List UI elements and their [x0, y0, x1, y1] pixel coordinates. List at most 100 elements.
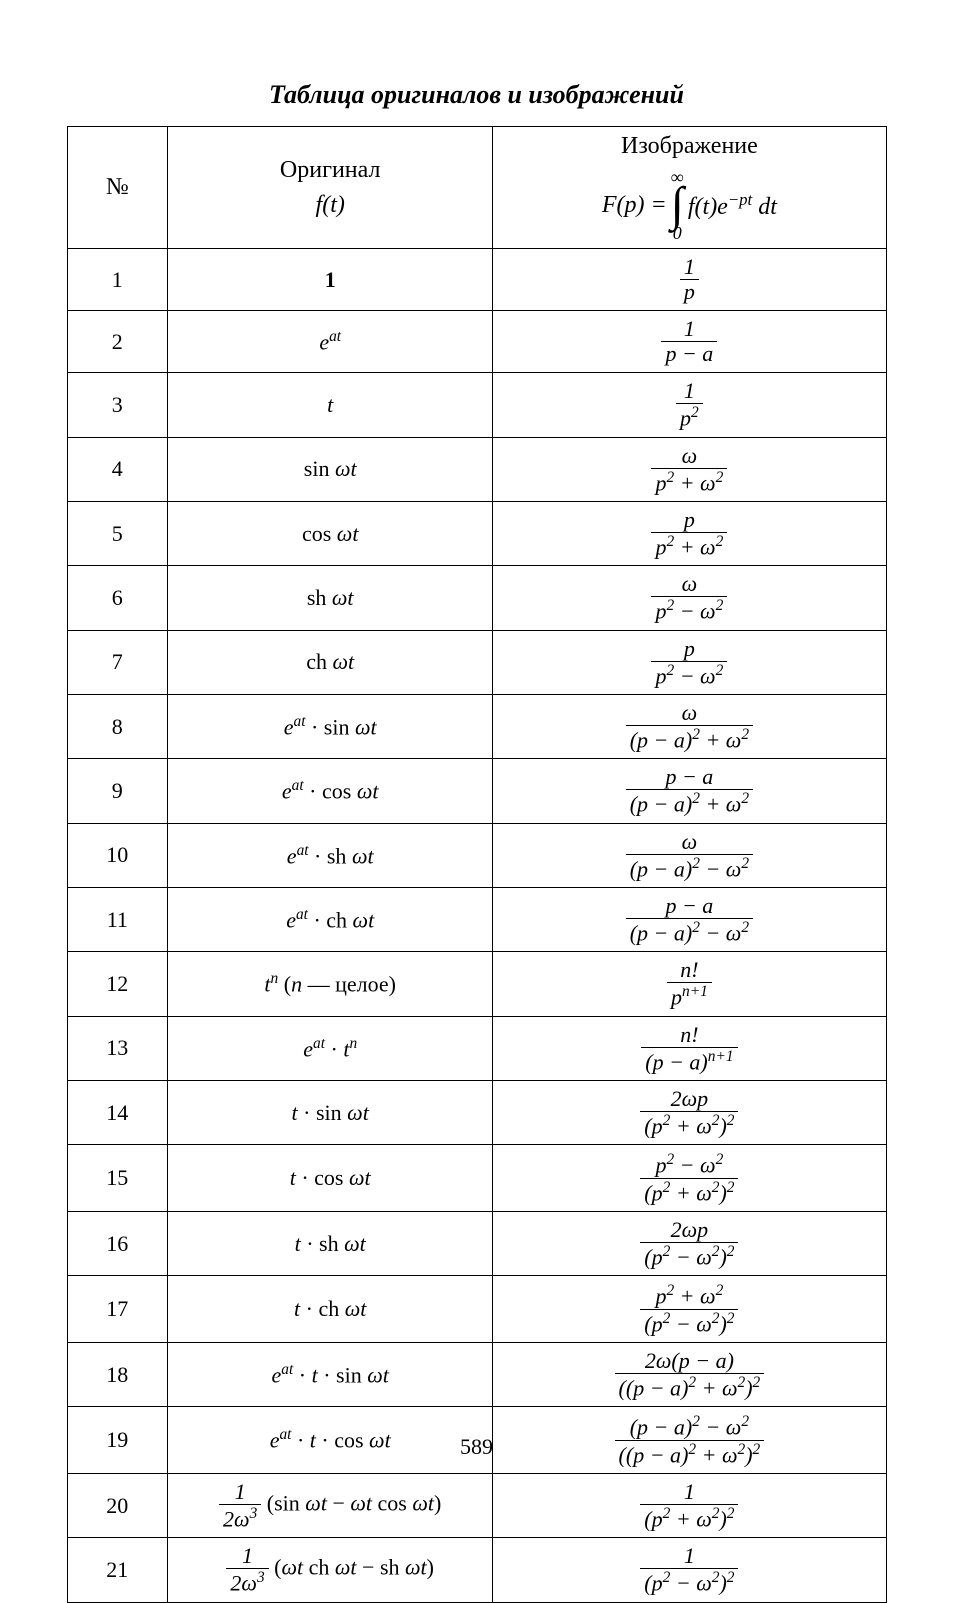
table-row: 16t · sh ωt2ωp(p2 − ω2)2 [67, 1211, 886, 1275]
table-row: 14t · sin ωt2ωp(p2 + ω2)2 [67, 1081, 886, 1145]
row-number: 20 [67, 1473, 168, 1537]
header-number: № [67, 127, 168, 249]
row-image: 1(p2 − ω2)2 [493, 1538, 886, 1602]
image-formula-exp: −pt [728, 190, 752, 209]
row-image: n!(p − a)n+1 [493, 1016, 886, 1080]
row-image: 2ωp(p2 + ω2)2 [493, 1081, 886, 1145]
row-number: 3 [67, 373, 168, 437]
header-image-formula: F(p) = ∞ ∫ 0 f(t)e−pt dt [501, 168, 877, 242]
table-row: 2012ω3 (sin ωt − ωt cos ωt)1(p2 + ω2)2 [67, 1473, 886, 1537]
row-image: ωp2 − ω2 [493, 566, 886, 630]
row-original: cos ωt [168, 502, 493, 566]
integral-symbol: ∞ ∫ 0 [671, 168, 684, 242]
header-image: Изображение F(p) = ∞ ∫ 0 f(t)e−pt dt [493, 127, 886, 249]
table-row: 13eat · tnn!(p − a)n+1 [67, 1016, 886, 1080]
page-number: 589 [0, 1434, 953, 1460]
row-number: 17 [67, 1276, 168, 1343]
row-number: 12 [67, 952, 168, 1016]
row-original: eat · sh ωt [168, 823, 493, 887]
header-original-label: Оригинал [176, 157, 484, 184]
row-number: 7 [67, 630, 168, 694]
row-original: 12ω3 (sin ωt − ωt cos ωt) [168, 1473, 493, 1537]
table-row: 4sin ωtωp2 + ω2 [67, 437, 886, 501]
table-row: 10eat · sh ωtω(p − a)2 − ω2 [67, 823, 886, 887]
image-formula-integrand: f(t)e [688, 194, 728, 220]
row-number: 2 [67, 311, 168, 373]
table-title: Таблица оригиналов и изображений [60, 80, 893, 110]
row-number: 15 [67, 1145, 168, 1212]
row-image: 1p [493, 249, 886, 311]
row-number: 5 [67, 502, 168, 566]
table-row: 6sh ωtωp2 − ω2 [67, 566, 886, 630]
row-image: 2ω(p − a)((p − a)2 + ω2)2 [493, 1342, 886, 1406]
row-image: p − a(p − a)2 + ω2 [493, 759, 886, 823]
row-original: ch ωt [168, 630, 493, 694]
row-number: 18 [67, 1342, 168, 1406]
table-row: 111p [67, 249, 886, 311]
row-image: 1p − a [493, 311, 886, 373]
row-number: 1 [67, 249, 168, 311]
row-image: pp2 + ω2 [493, 502, 886, 566]
row-original: 12ω3 (ωt ch ωt − sh ωt) [168, 1538, 493, 1602]
table-row: 17t · ch ωtp2 + ω2(p2 − ω2)2 [67, 1276, 886, 1343]
header-image-label: Изображение [501, 133, 877, 160]
row-number: 13 [67, 1016, 168, 1080]
row-number: 4 [67, 437, 168, 501]
header-original-formula: f(t) [176, 192, 484, 219]
row-image: 2ωp(p2 − ω2)2 [493, 1211, 886, 1275]
table-row: 12tn (n — целое)n!pn+1 [67, 952, 886, 1016]
table-row: 18eat · t · sin ωt2ω(p − a)((p − a)2 + ω… [67, 1342, 886, 1406]
row-image: ωp2 + ω2 [493, 437, 886, 501]
row-image: p2 + ω2(p2 − ω2)2 [493, 1276, 886, 1343]
table-row: 7ch ωtpp2 − ω2 [67, 630, 886, 694]
row-original: t · sh ωt [168, 1211, 493, 1275]
row-original: sin ωt [168, 437, 493, 501]
row-original: 1 [168, 249, 493, 311]
row-original: eat · t · sin ωt [168, 1342, 493, 1406]
header-number-label: № [76, 174, 160, 201]
table-row: 2112ω3 (ωt ch ωt − sh ωt)1(p2 − ω2)2 [67, 1538, 886, 1602]
laplace-table: № Оригинал f(t) Изображение F(p) = ∞ ∫ [67, 126, 887, 1603]
row-number: 10 [67, 823, 168, 887]
row-number: 14 [67, 1081, 168, 1145]
table-row: 15t · cos ωtp2 − ω2(p2 + ω2)2 [67, 1145, 886, 1212]
row-number: 21 [67, 1538, 168, 1602]
table-body: 111p2eat1p − a3t1p24sin ωtωp2 + ω25cos ω… [67, 249, 886, 1602]
table-row: 2eat1p − a [67, 311, 886, 373]
row-original: t [168, 373, 493, 437]
table-row: 11eat · ch ωtp − a(p − a)2 − ω2 [67, 888, 886, 952]
row-number: 16 [67, 1211, 168, 1275]
row-image: p − a(p − a)2 − ω2 [493, 888, 886, 952]
row-number: 6 [67, 566, 168, 630]
page: Таблица оригиналов и изображений № Ориги… [0, 0, 953, 1500]
table-row: 3t1p2 [67, 373, 886, 437]
row-original: sh ωt [168, 566, 493, 630]
row-image: 1(p2 + ω2)2 [493, 1473, 886, 1537]
table-row: 5cos ωtpp2 + ω2 [67, 502, 886, 566]
table-header: № Оригинал f(t) Изображение F(p) = ∞ ∫ [67, 127, 886, 249]
row-original: eat · sin ωt [168, 695, 493, 759]
image-formula-lhs: F(p) = [602, 192, 667, 219]
row-original: tn (n — целое) [168, 952, 493, 1016]
row-original: t · cos ωt [168, 1145, 493, 1212]
header-original: Оригинал f(t) [168, 127, 493, 249]
table-row: 9eat · cos ωtp − a(p − a)2 + ω2 [67, 759, 886, 823]
row-number: 11 [67, 888, 168, 952]
row-image: n!pn+1 [493, 952, 886, 1016]
row-image: 1p2 [493, 373, 886, 437]
row-original: t · ch ωt [168, 1276, 493, 1343]
row-original: eat [168, 311, 493, 373]
row-image: ω(p − a)2 + ω2 [493, 695, 886, 759]
table-row: 8eat · sin ωtω(p − a)2 + ω2 [67, 695, 886, 759]
row-image: p2 − ω2(p2 + ω2)2 [493, 1145, 886, 1212]
row-original: eat · cos ωt [168, 759, 493, 823]
row-image: pp2 − ω2 [493, 630, 886, 694]
row-original: eat · tn [168, 1016, 493, 1080]
row-number: 9 [67, 759, 168, 823]
row-original: t · sin ωt [168, 1081, 493, 1145]
row-original: eat · ch ωt [168, 888, 493, 952]
row-number: 8 [67, 695, 168, 759]
row-image: ω(p − a)2 − ω2 [493, 823, 886, 887]
image-formula-dt: dt [752, 194, 777, 220]
integral-lower: 0 [673, 224, 682, 242]
